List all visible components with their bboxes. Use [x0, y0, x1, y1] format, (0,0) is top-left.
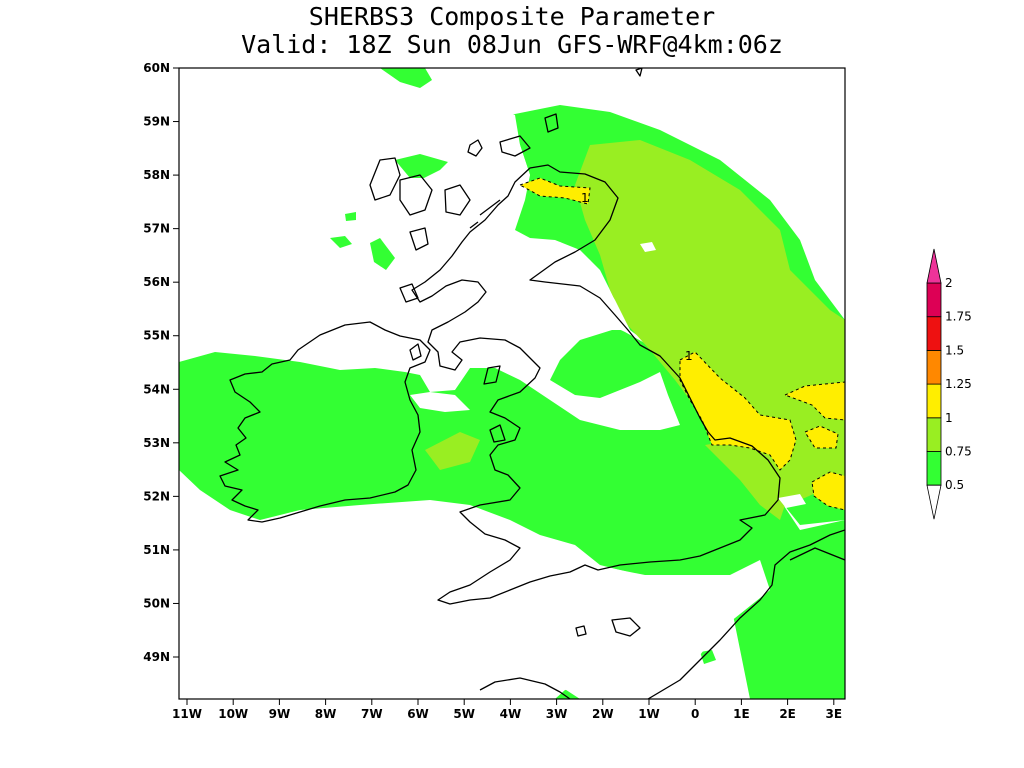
colorbar-label: 0.5: [945, 478, 964, 492]
x-tick-label: 11W: [172, 707, 202, 721]
x-tick-label: 4W: [500, 707, 522, 721]
x-axis: 11W 10W 9W 8W 7W 6W 5W 4W 3W 2W 1W 0 1E 2E 3E: [172, 699, 842, 721]
x-tick-label: 2W: [592, 707, 614, 721]
colorbar-swatch: [926, 451, 942, 486]
contour-label: 1: [685, 349, 693, 363]
colorbar-label: 1.25: [945, 377, 972, 391]
x-tick-label: 3E: [826, 707, 843, 721]
x-tick-label: 6W: [407, 707, 429, 721]
y-tick-label: 60N: [143, 61, 170, 75]
parameter-field-0.75: [425, 140, 845, 520]
y-tick-label: 56N: [143, 275, 170, 289]
colorbar-label: 0.75: [945, 445, 972, 459]
map-title: SHERBS3 Composite Parameter: [308, 2, 716, 31]
map-plot-area: 1 1: [179, 68, 845, 699]
x-tick-label: 1E: [733, 707, 750, 721]
x-tick-label: 7W: [361, 707, 383, 721]
y-tick-label: 49N: [143, 650, 170, 664]
y-tick-label: 52N: [143, 489, 170, 503]
y-tick-label: 57N: [143, 222, 170, 236]
parameter-field-1: [518, 177, 845, 511]
colorbar-swatch: [926, 383, 942, 419]
colorbar-over-arrow: [926, 248, 942, 284]
y-axis: 49N 50N 51N 52N 53N 54N 55N 56N 57N 58N 59N 60N: [143, 61, 179, 664]
x-tick-label: 10W: [218, 707, 248, 721]
x-tick-label: 9W: [269, 707, 291, 721]
x-tick-label: 5W: [453, 707, 475, 721]
colorbar: 0.5 0.75 1 1.25 1.5 1.75 2: [926, 248, 972, 520]
map-frame: [178, 67, 846, 700]
y-tick-label: 55N: [143, 329, 170, 343]
colorbar-swatch: [926, 316, 942, 351]
colorbar-swatch: [926, 417, 942, 452]
colorbar-swatch: [926, 282, 942, 318]
colorbar-label: 1: [945, 411, 953, 425]
y-tick-label: 50N: [143, 596, 170, 610]
colorbar-label: 2: [945, 276, 953, 290]
x-tick-label: 2E: [779, 707, 796, 721]
y-tick-label: 53N: [143, 436, 170, 450]
x-tick-label: 3W: [546, 707, 568, 721]
y-tick-label: 51N: [143, 543, 170, 557]
colorbar-under-arrow: [926, 484, 942, 520]
contour-label: 1: [581, 191, 589, 205]
map-subtitle: Valid: 18Z Sun 08Jun GFS-WRF@4km:06z: [241, 30, 783, 59]
y-tick-label: 59N: [143, 115, 170, 129]
x-tick-label: 8W: [315, 707, 337, 721]
x-tick-label: 1W: [638, 707, 660, 721]
y-tick-label: 54N: [143, 382, 170, 396]
y-tick-label: 58N: [143, 168, 170, 182]
colorbar-swatch: [926, 349, 942, 385]
colorbar-label: 1.75: [945, 310, 972, 324]
colorbar-label: 1.5: [945, 343, 964, 357]
x-tick-label: 0: [691, 707, 699, 721]
coastlines: [219, 68, 845, 699]
